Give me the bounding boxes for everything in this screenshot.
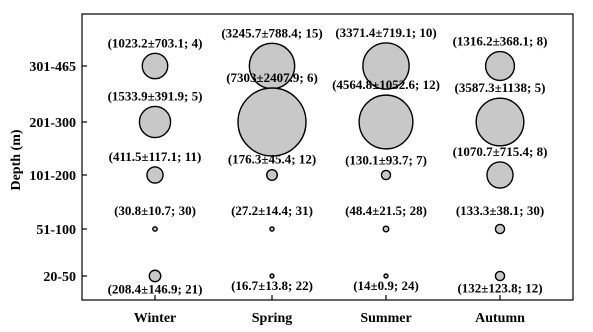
data-label-winter-201-300: (1533.9±391.9; 5) [108,88,203,103]
data-label-spring-301-465: (3245.7±788.4; 15) [221,25,322,40]
y-tick-label-layer: 20-50 51-100 101-200 201-300 301-465 [29,60,76,285]
bubble-summer-20-50 [383,273,389,279]
bubble-autumn-20-50 [494,270,506,282]
data-label-autumn-20-50: (132±123.8; 12) [457,281,542,296]
y-tick-label-301-465: 301-465 [29,60,76,75]
data-label-spring-101-200: (176.3±45.4; 12) [228,152,316,167]
y-tick-label-201-300: 201-300 [29,116,76,131]
data-label-summer-201-300: (4564.8±1052.6; 12) [332,77,440,92]
bubble-layer [138,42,525,283]
bubble-winter-51-100 [152,226,158,232]
x-tick-label-summer: Summer [360,311,411,326]
data-label-winter-101-200: (411.5±117.1; 11) [109,149,202,164]
x-tick-label-autumn: Autumn [475,311,525,326]
bubble-winter-20-50 [148,269,162,283]
bubble-autumn-101-200 [486,161,514,189]
x-tick-label-spring: Spring [252,311,292,326]
data-label-winter-301-465: (1023.2±703.1; 4) [108,35,203,50]
bubble-autumn-51-100 [494,223,506,235]
data-label-summer-20-50: (14±0.9; 24) [353,278,419,293]
bubble-winter-301-465 [141,52,169,80]
bubble-spring-101-200 [266,169,278,181]
data-label-summer-51-100: (48.4±21.5; 28) [345,203,427,218]
data-label-summer-101-200: (130.1±93.7; 7) [345,152,427,167]
bubble-autumn-201-300 [475,97,525,147]
data-label-winter-51-100: (30.8±10.7; 30) [114,203,196,218]
data-label-spring-51-100: (27.2±14.4; 31) [231,203,313,218]
bubble-autumn-301-465 [484,50,516,82]
tick-marks [82,65,501,300]
y-tick-label-51-100: 51-100 [36,223,76,238]
data-label-winter-20-50: (208.4±146.9; 21) [108,282,203,297]
x-tick-label-layer: Winter Spring Summer Autumn [134,311,525,326]
bubble-spring-20-50 [269,273,275,279]
data-label-layer: (1023.2±703.1; 4) (3245.7±788.4; 15) (3371… [108,25,548,297]
data-label-autumn-51-100: (133.3±38.1; 30) [456,203,544,218]
y-tick-label-20-50: 20-50 [43,270,76,285]
data-label-autumn-301-465: (1316.2±368.1; 8) [453,34,548,49]
y-tick-label-101-200: 101-200 [29,169,76,184]
bubble-summer-51-100 [382,225,390,233]
bubble-summer-301-465 [362,42,410,90]
data-label-autumn-101-200: (1070.7±715.4; 8) [453,144,548,159]
plot-frame [81,13,574,301]
data-label-spring-201-300: (7303±2407.9; 6) [226,70,318,85]
y-axis-title: Depth (m) [9,129,24,190]
data-label-autumn-201-300: (3587.3±1138; 5) [455,80,546,95]
data-label-summer-301-465: (3371.4±719.1; 10) [335,25,436,40]
bubble-summer-101-200 [380,169,392,181]
x-tick-label-winter: Winter [134,311,177,326]
bubble-winter-201-300 [138,105,172,139]
bubble-winter-101-200 [146,166,164,184]
bubble-summer-201-300 [358,94,414,150]
bubble-spring-51-100 [269,226,275,232]
bubble-spring-201-300 [237,87,307,157]
data-label-spring-20-50: (16.7±13.8; 22) [231,278,313,293]
